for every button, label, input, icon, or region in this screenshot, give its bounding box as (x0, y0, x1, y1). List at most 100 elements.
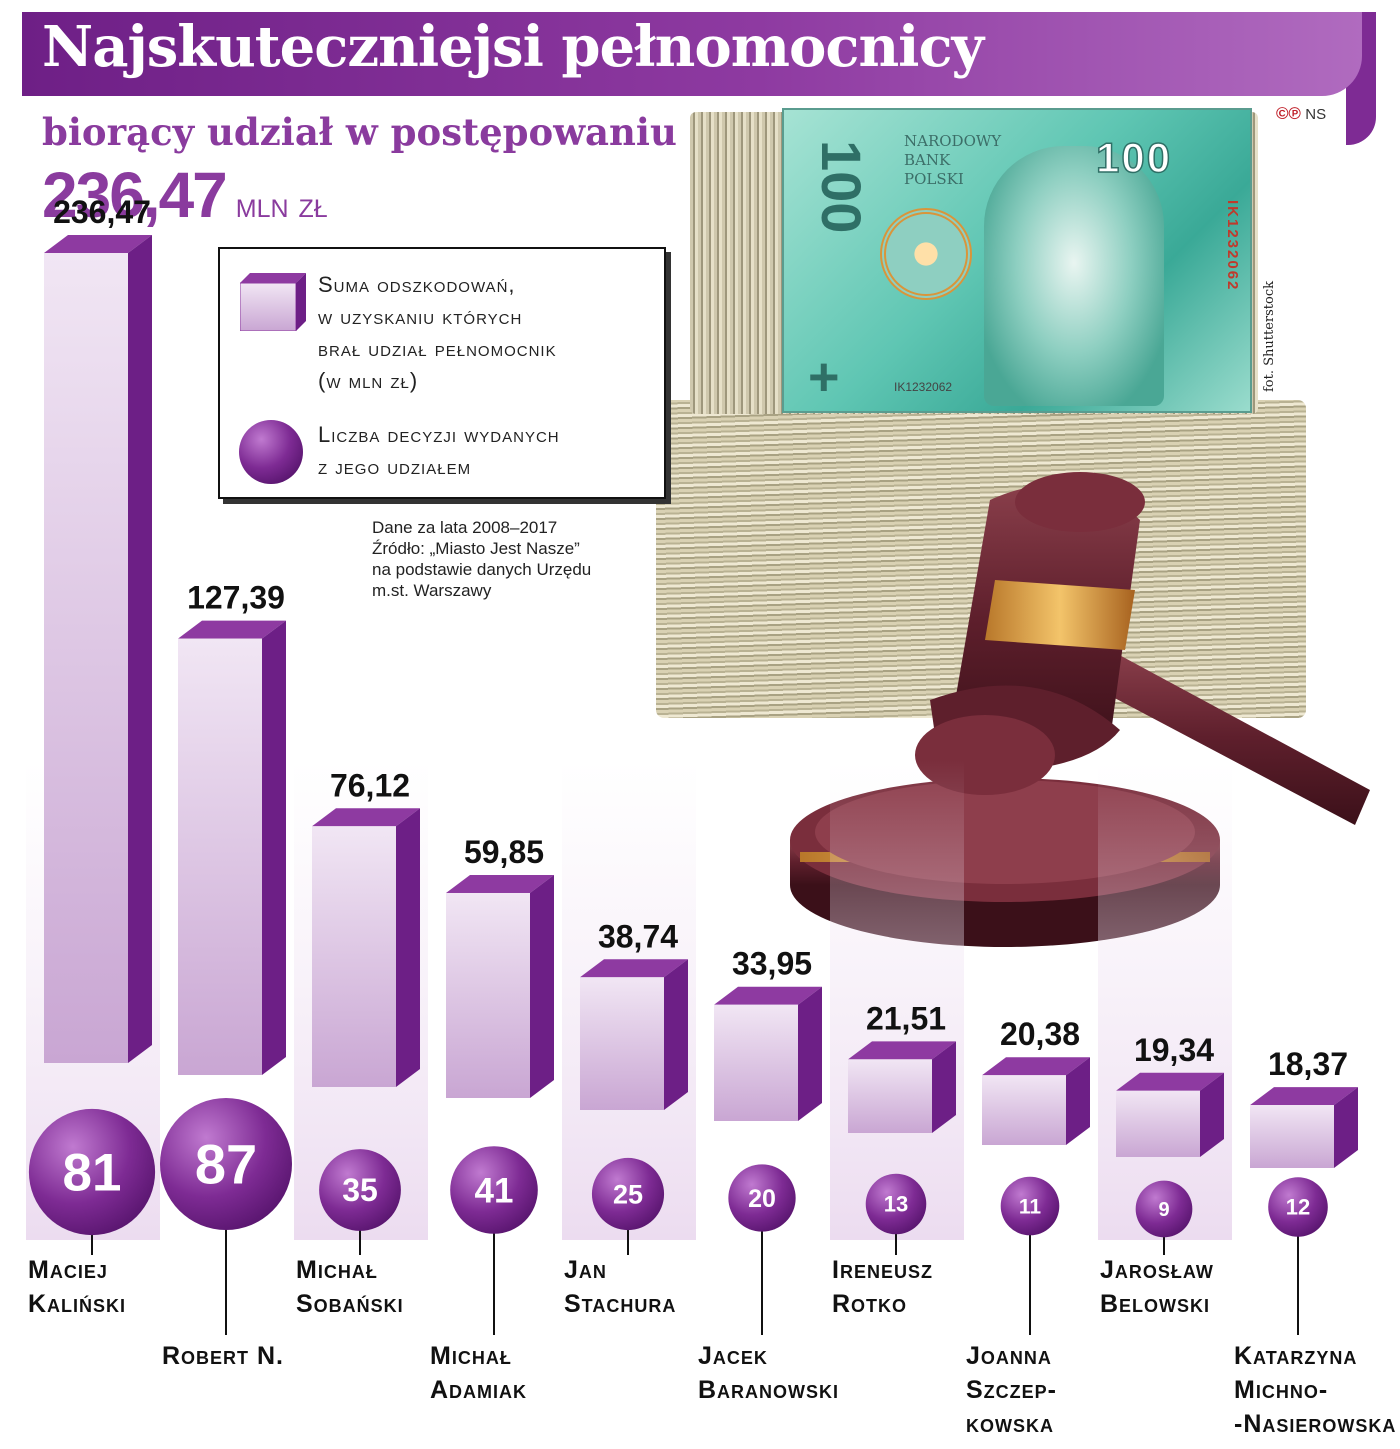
chart-subtitle: biorący udział w postępowaniu (42, 110, 677, 154)
category-label: Michał (430, 1342, 512, 1370)
bar-side (262, 620, 286, 1075)
bar-value-label: 59,85 (464, 834, 544, 870)
total-value: 236,47 (42, 159, 228, 231)
category-label: Kaliński (28, 1290, 126, 1318)
count-label: 9 (1158, 1199, 1169, 1221)
count-ball (450, 1146, 538, 1234)
category-label: Michno- (1234, 1376, 1328, 1404)
source-note-line-3: na podstawie danych Urzędu (372, 560, 592, 579)
category-label: Jacek (698, 1342, 768, 1370)
bar-side (1334, 1087, 1358, 1168)
bar-side (530, 874, 554, 1098)
category-label: Robert N. (162, 1342, 284, 1370)
bar-front (580, 977, 664, 1110)
copyright-symbols: ©℗ (1276, 104, 1302, 123)
bar-front (178, 638, 262, 1075)
bar-value-label: 127,39 (187, 580, 285, 616)
legend-cube-label-4: (w mln zł) (318, 368, 419, 393)
gavel-handle (1090, 650, 1370, 825)
bar (44, 235, 152, 1063)
count-label: 87 (195, 1133, 257, 1196)
total-amount: 236,47 mln zł (42, 158, 328, 232)
banknote-image: 100 100 NARODOWY BANK POLSKI IK1232062 I… (782, 108, 1252, 413)
legend-cube-label-1: Suma odszkodowań, (318, 272, 516, 297)
bar-front (848, 1059, 932, 1133)
bar-front (312, 826, 396, 1087)
bar-value-label: 21,51 (866, 1000, 946, 1036)
legend-ball-icon (239, 420, 303, 484)
bar-front (446, 892, 530, 1098)
bar (1250, 1087, 1358, 1168)
count-label: 35 (342, 1172, 378, 1208)
count-ball (728, 1164, 796, 1232)
category-label: Adamiak (430, 1376, 527, 1404)
category-label: Maciej (28, 1256, 108, 1284)
count-label: 13 (884, 1192, 908, 1217)
category-label: Rotko (832, 1290, 907, 1318)
bar-side (932, 1041, 956, 1133)
column-band (1098, 760, 1232, 1240)
bar-front (982, 1075, 1066, 1145)
source-note: Dane za lata 2008–2017 Źródło: „Miasto J… (372, 517, 591, 601)
bar-front (714, 1004, 798, 1121)
category-label: Belowski (1100, 1290, 1210, 1318)
author-initials: NS (1305, 106, 1327, 123)
count-ball (591, 1157, 665, 1231)
source-note-line-1: Dane za lata 2008–2017 (372, 518, 558, 537)
count-ball (1268, 1177, 1328, 1237)
bar-side (1066, 1057, 1090, 1145)
bar-top (1250, 1087, 1358, 1106)
total-unit: mln zł (235, 184, 328, 225)
bar-value-label: 33,95 (732, 946, 812, 982)
bar-top (178, 620, 286, 639)
bar-side (128, 235, 152, 1063)
count-label: 25 (613, 1179, 643, 1209)
count-ball (319, 1149, 401, 1231)
bar-value-label: 18,37 (1268, 1046, 1348, 1082)
bar-front (1116, 1090, 1200, 1157)
count-ball (1000, 1176, 1060, 1236)
legend-ball-label-1: Liczba decyzji wydanych (318, 422, 560, 447)
bar-side (798, 986, 822, 1121)
count-label: 11 (1019, 1195, 1042, 1218)
bar-top (580, 959, 688, 978)
bar (312, 808, 420, 1087)
bar-value-label: 236,47 (53, 194, 151, 230)
legend: Suma odszkodowań, w uzyskaniu których br… (218, 247, 666, 499)
category-label: Jarosław (1100, 1256, 1214, 1284)
banknote-value: 100 (1095, 133, 1173, 182)
bar-value-label: 76,12 (330, 767, 410, 803)
banknote-portrait (984, 146, 1164, 406)
bar-top (1116, 1072, 1224, 1091)
legend-ball-label-2: z jego udziałem (318, 454, 472, 479)
count-ball (865, 1173, 927, 1235)
chart-title: Najskuteczniejsi pełnomocnicy (42, 14, 984, 80)
bar-top (312, 808, 420, 827)
bar-top (44, 235, 152, 253)
bar (848, 1041, 956, 1133)
category-label: Baranowski (698, 1376, 839, 1404)
banknote-mark: + (808, 347, 840, 407)
legend-cube-label-3: brał udział pełnomocnik (318, 336, 557, 361)
bar (446, 874, 554, 1098)
category-label: kowska (966, 1410, 1054, 1438)
column-band (830, 760, 964, 1240)
bar-front (44, 253, 128, 1063)
bar-value-label: 38,74 (598, 918, 678, 954)
banknote-rosette (880, 208, 972, 300)
bar-top (714, 986, 822, 1005)
source-note-line-4: m.st. Warszawy (372, 581, 492, 600)
count-ball (1135, 1180, 1193, 1238)
count-ball (28, 1108, 156, 1236)
bar (714, 986, 822, 1121)
banknote-serial: IK1232062 (1224, 200, 1241, 292)
banknote-bank-name: NARODOWY BANK POLSKI (904, 132, 1002, 188)
bar (580, 959, 688, 1110)
bar (1116, 1072, 1224, 1157)
legend-cube-icon (240, 273, 306, 331)
bar-top (848, 1041, 956, 1060)
category-label: Joanna (966, 1342, 1052, 1370)
bar-value-label: 19,34 (1134, 1032, 1214, 1068)
category-label: Jan (564, 1256, 607, 1284)
